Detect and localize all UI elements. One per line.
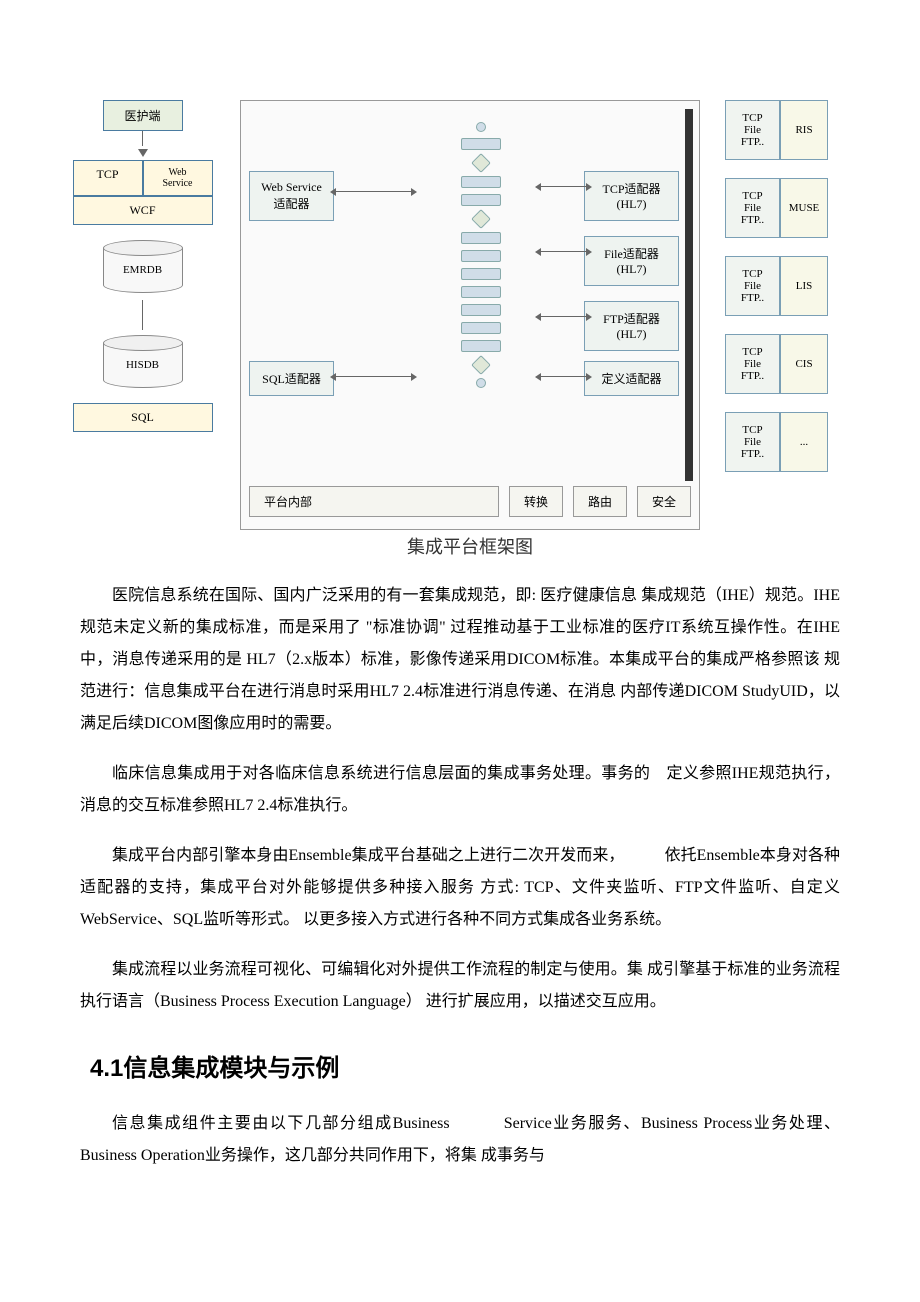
sys-ris: RIS (780, 100, 828, 160)
web-adapter-box: Web Service 适配器 (249, 171, 334, 221)
emrdb-cylinder: EMRDB (103, 240, 183, 295)
proto-box-2: TCP File FTP.. (725, 256, 780, 316)
custom-adapter-box: 定义适配器 (584, 361, 679, 396)
route-box: 路由 (573, 486, 627, 517)
bottom-row: 平台内部 转换 路由 安全 (249, 481, 691, 521)
vertical-bar (685, 109, 693, 481)
flow-icons (421, 116, 541, 486)
section-heading: 4.1信息集成模块与示例 (90, 1048, 840, 1083)
left-stack: 医护端 TCP Web Service WCF EMRDB HISDB SQL (60, 100, 225, 530)
document-body: 医院信息系统在国际、国内广泛采用的有一套集成规范，即: 医疗健康信息 集成规范（… (0, 530, 920, 1230)
ftp-adapter-box: FTP适配器 (HL7) (584, 301, 679, 351)
diagram-caption: 集成平台框架图 (407, 533, 533, 559)
tcp-adapter-box: TCP适配器 (HL7) (584, 171, 679, 221)
platform-internal: 平台内部 (249, 486, 499, 517)
sys-lis: LIS (780, 256, 828, 316)
platform-box: Web Service 适配器 SQL适配器 TCP适配器 (HL7) File… (240, 100, 700, 530)
sys-other: ... (780, 412, 828, 472)
security-box: 安全 (637, 486, 691, 517)
proto-box-3: TCP File FTP.. (725, 334, 780, 394)
file-adapter-box: File适配器 (HL7) (584, 236, 679, 286)
proto-box-0: TCP File FTP.. (725, 100, 780, 160)
right-systems: TCP File FTP.. RIS TCP File FTP.. MUSE T… (715, 100, 860, 530)
sql-box: SQL (73, 403, 213, 432)
paragraph-3: 集成平台内部引擎本身由Ensemble集成平台基础之上进行二次开发而来， 依托E… (80, 840, 840, 936)
hisdb-cylinder: HISDB (103, 335, 183, 390)
proto-box-4: TCP File FTP.. (725, 412, 780, 472)
transform-box: 转换 (509, 486, 563, 517)
tcp-box: TCP (73, 160, 143, 196)
paragraph-5: 信息集成组件主要由以下几部分组成Business Service业务服务、Bus… (80, 1108, 840, 1172)
sys-muse: MUSE (780, 178, 828, 238)
wcf-box: WCF (73, 196, 213, 225)
sql-adapter-box: SQL适配器 (249, 361, 334, 396)
proto-box-1: TCP File FTP.. (725, 178, 780, 238)
webservice-box: Web Service (143, 160, 213, 196)
paragraph-4: 集成流程以业务流程可视化、可编辑化对外提供工作流程的制定与使用。集 成引擎基于标… (80, 954, 840, 1018)
client-box: 医护端 (103, 100, 183, 131)
architecture-diagram: 医护端 TCP Web Service WCF EMRDB HISDB SQL … (0, 0, 920, 530)
paragraph-2: 临床信息集成用于对各临床信息系统进行信息层面的集成事务处理。事务的 定义参照IH… (80, 758, 840, 822)
sys-cis: CIS (780, 334, 828, 394)
paragraph-1: 医院信息系统在国际、国内广泛采用的有一套集成规范，即: 医疗健康信息 集成规范（… (80, 580, 840, 740)
